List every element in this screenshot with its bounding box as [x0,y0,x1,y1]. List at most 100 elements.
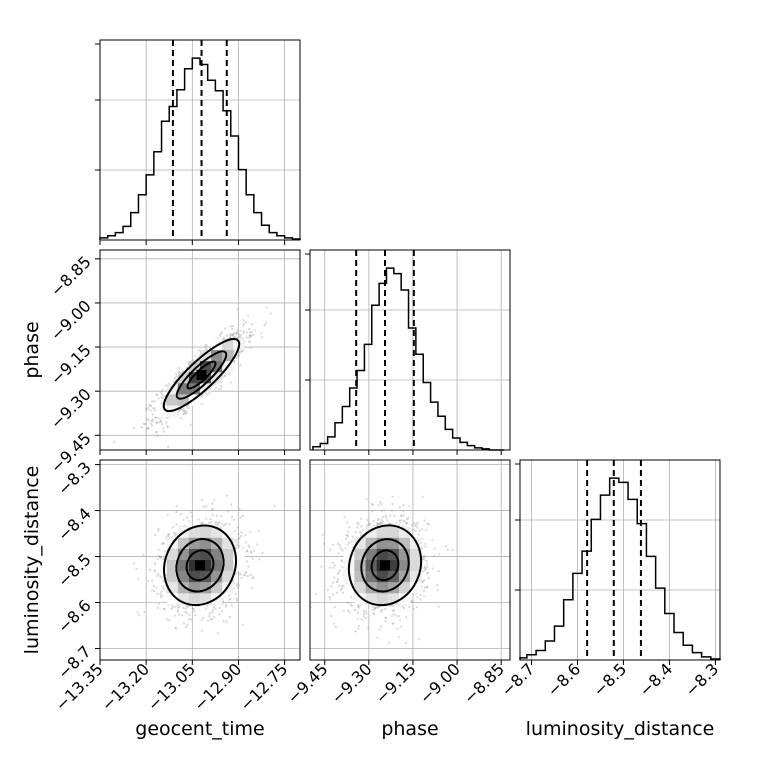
scatter-point [246,550,249,553]
density-cell [387,593,400,605]
scatter-point [241,623,244,627]
scatter-point [197,518,200,521]
scatter-point [350,596,353,599]
scatter-point [332,566,335,570]
scatter-point [150,420,153,423]
scatter-point [251,577,254,580]
scatter-point [228,523,231,526]
panel-frame [99,459,301,661]
scatter-point [345,533,348,537]
scatter-point [164,384,167,387]
scatter-point [223,374,226,377]
density-cell [365,571,377,583]
scatter-point [157,529,160,533]
scatter-point [348,611,351,614]
density-cell [398,582,411,594]
scatter-point [185,516,189,519]
scatter-point [160,396,163,399]
y-axis-label-phase: phase [21,321,43,378]
scatter-point [205,344,208,347]
scatter-point [176,532,179,536]
scatter-point [154,416,157,419]
density-cell [188,582,201,594]
scatter-point [391,604,394,608]
scatter-point [425,563,428,566]
density-cell [222,571,234,583]
scatter-point [236,586,239,590]
scatter-point [223,374,227,378]
density-cell [376,582,389,594]
scatter-point [427,576,430,579]
scatter-point [217,387,220,391]
scatter-point [162,427,165,430]
scatter-point [180,614,184,617]
density-cell [177,548,190,561]
scatter-point [328,596,331,599]
scatter-point [392,609,396,612]
scatter-point [251,587,254,590]
density-cell [166,582,179,594]
x-axis-label-phase: phase [381,718,438,740]
scatter-point [247,565,250,568]
scatter-point [231,327,234,330]
scatter-point [365,497,368,501]
density-cell [200,361,212,373]
scatter-point [320,565,323,568]
scatter-point [159,419,163,422]
scatter-point [237,353,241,357]
scatter-point [415,606,419,609]
scatter-point [200,498,204,501]
scatter-point [380,509,383,513]
scatter-point [348,541,351,544]
scatter-point [431,567,435,570]
scatter-point [364,616,368,620]
scatter-point [184,610,187,614]
scatter-point [422,595,426,598]
scatter-point [381,515,385,519]
scatter-point [182,409,186,413]
scatter-point [160,576,163,579]
scatter-point [398,519,401,522]
scatter-point [177,605,181,609]
scatter-point [343,515,346,519]
scatter-point [273,504,276,508]
contour-level [185,549,215,582]
scatter-point [206,604,209,608]
scatter-point [412,607,415,611]
scatter-point [362,615,365,618]
density-cell [410,560,422,572]
scatter-point [437,552,441,556]
scatter-point [211,502,214,505]
density-cell [222,537,234,550]
density-cell [211,548,223,561]
scatter-point [235,331,238,334]
scatter-point [132,562,136,565]
scatter-point [377,504,380,507]
scatter-point [247,314,250,317]
scatter-point [220,387,223,391]
density-cell [222,526,234,539]
scatter-point [234,592,237,595]
scatter-point [423,554,426,557]
scatter-point [437,570,440,573]
contour-level [163,524,237,607]
scatter-point [340,548,344,551]
scatter-point [373,524,376,527]
scatter-point [230,604,233,607]
density-cell [365,548,377,561]
density-cell [365,593,377,605]
scatter-point [238,507,241,511]
histogram-frame-phase [309,249,511,451]
scatter-point [229,503,233,506]
scatter-point [389,521,392,525]
scatter-point [411,599,414,602]
scatter-point [424,567,427,570]
scatter-point [145,408,148,412]
density-cell [354,571,366,583]
scatter-point [258,558,261,561]
scatter-point [252,549,255,552]
scatter-point [373,607,376,610]
scatter-point [360,618,363,621]
scatter-point [224,605,227,608]
scatter-point [144,407,148,410]
